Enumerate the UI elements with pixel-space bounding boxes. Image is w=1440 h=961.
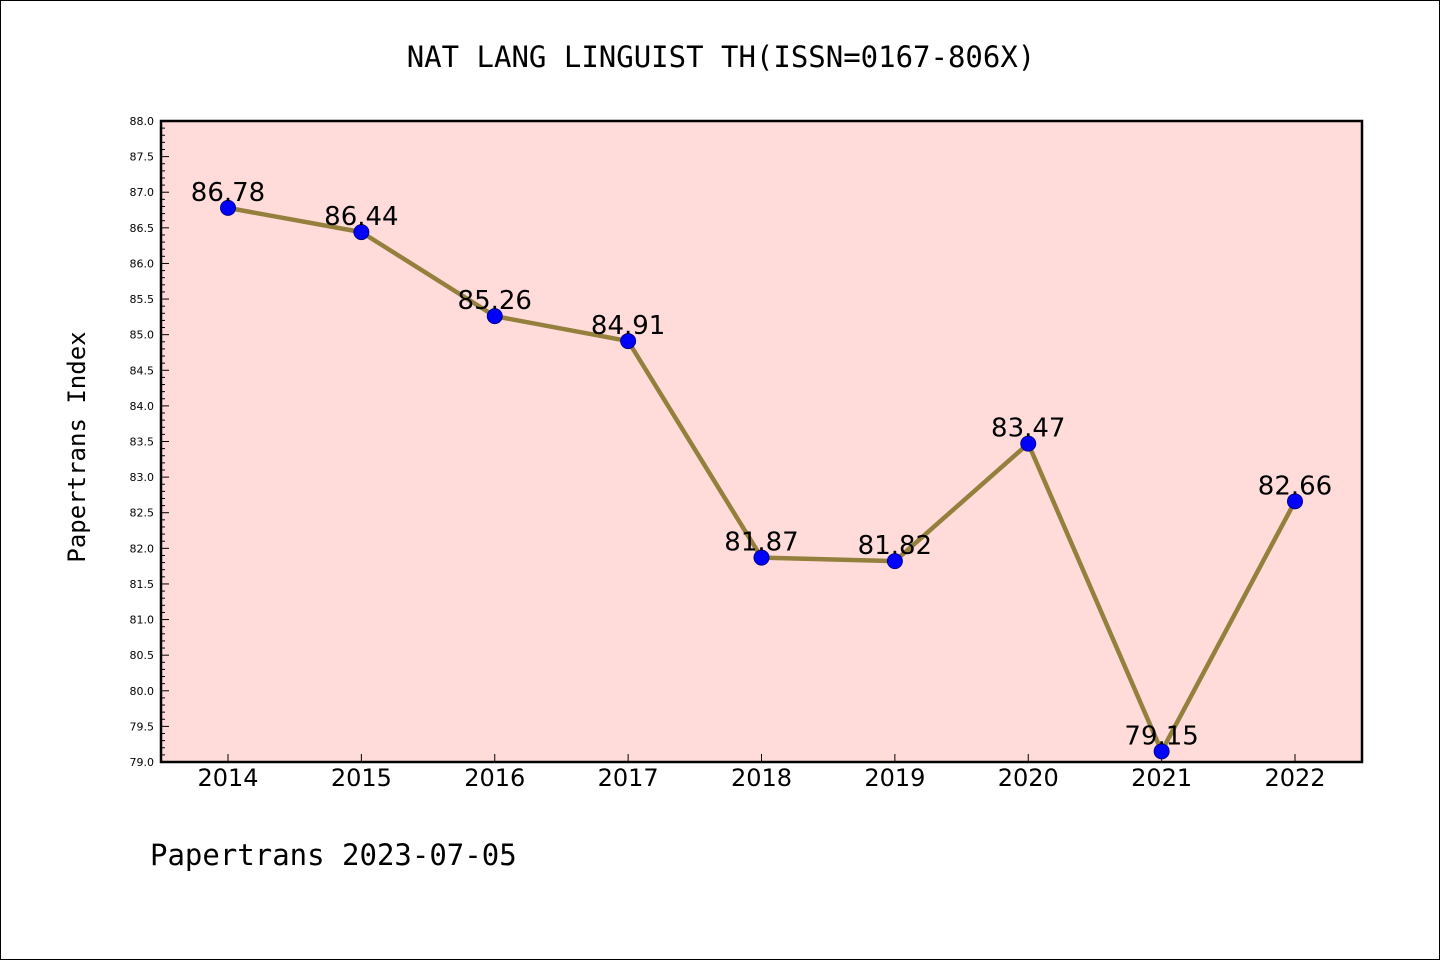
- data-point-2017: [620, 333, 637, 350]
- y-tick-label: 87.5: [130, 151, 155, 164]
- y-axis-label: Papertrans Index: [63, 331, 91, 562]
- y-tick-label: 79.5: [130, 720, 155, 733]
- chart-title: NAT LANG LINGUIST TH(ISSN=0167-806X): [407, 40, 1036, 74]
- data-label-2021: 79.15: [1124, 721, 1198, 751]
- x-axis: 2014 2015 2016 2017 2018 2019 2020 2021 2022: [197, 754, 1326, 792]
- x-tick-label: 2014: [197, 764, 258, 792]
- y-tick-label: 84.0: [130, 400, 155, 413]
- data-label-2015: 86.44: [324, 202, 398, 232]
- data-point-2022: [1287, 493, 1303, 510]
- y-tick-label: 86.0: [130, 257, 155, 270]
- series-markers: [220, 199, 1303, 760]
- y-tick-label: 88.0: [130, 115, 155, 128]
- y-tick-label: 83.5: [130, 436, 155, 449]
- y-tick-label: 81.0: [130, 614, 155, 627]
- x-tick-label: 2015: [331, 764, 392, 792]
- x-tick-label: 2020: [998, 764, 1059, 792]
- data-label-2014: 86.78: [191, 178, 265, 208]
- data-point-2020: [1020, 435, 1037, 452]
- y-tick-label: 82.5: [130, 507, 155, 520]
- data-point-2018: [753, 549, 770, 566]
- footer-source: Papertrans 2023-07-05: [150, 838, 517, 872]
- x-tick-label: 2016: [464, 764, 525, 792]
- y-tick-label: 81.5: [130, 578, 155, 591]
- y-tick-label: 79.0: [130, 756, 155, 769]
- data-point-2015: [353, 224, 370, 241]
- y-tick-label: 86.5: [130, 222, 155, 235]
- y-tick-label: 84.5: [130, 364, 155, 377]
- y-tick-label: 85.0: [130, 329, 155, 342]
- y-tick-label: 80.0: [130, 685, 155, 698]
- data-point-2016: [486, 308, 503, 325]
- x-tick-label: 2018: [731, 764, 792, 792]
- data-point-2021: [1153, 743, 1170, 760]
- y-tick-label: 80.5: [130, 649, 155, 662]
- data-label-2016: 85.26: [458, 286, 532, 316]
- x-tick-label: 2022: [1264, 764, 1325, 792]
- data-label-2018: 81.87: [724, 528, 798, 558]
- x-tick-label: 2019: [864, 764, 925, 792]
- y-axis: 79.0 79.5 80.0 80.5 81.0 81.5 82.0 82.5 83.0 83.5…: [130, 115, 169, 769]
- x-tick-label: 2017: [598, 764, 659, 792]
- y-tick-label: 85.5: [130, 293, 155, 306]
- y-tick-label: 87.0: [130, 186, 155, 199]
- data-point-2019: [886, 553, 903, 570]
- data-label-2022: 82.66: [1258, 471, 1332, 501]
- y-tick-label: 83.0: [130, 471, 155, 484]
- data-label-2020: 83.47: [991, 414, 1065, 444]
- data-point-2014: [220, 199, 236, 216]
- data-label-2017: 84.91: [591, 311, 665, 341]
- data-labels: 86.78 86.44 85.26 84.91 81.87 81.82 83.47 79.15…: [191, 178, 1332, 751]
- x-tick-label: 2021: [1131, 764, 1192, 792]
- data-label-2019: 81.82: [858, 531, 932, 561]
- y-tick-label: 82.0: [130, 542, 155, 555]
